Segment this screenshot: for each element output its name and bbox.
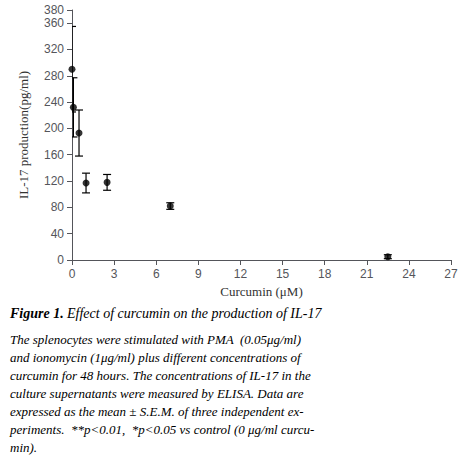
svg-text:6: 6: [153, 267, 160, 281]
svg-text:120: 120: [44, 174, 64, 188]
svg-text:curcumin for 48 hours. The con: curcumin for 48 hours. The concentration…: [10, 368, 311, 383]
svg-text:3: 3: [111, 267, 118, 281]
svg-text:80: 80: [51, 200, 65, 214]
svg-text:40: 40: [51, 227, 65, 241]
svg-text:160: 160: [44, 148, 64, 162]
svg-text:Curcumin (μM): Curcumin (μM): [220, 284, 302, 299]
svg-text:0: 0: [57, 253, 64, 267]
svg-text:0: 0: [69, 267, 76, 281]
svg-text:15: 15: [276, 267, 290, 281]
svg-text:240: 240: [44, 95, 64, 109]
svg-text:Figure 1.: Figure 1.: [9, 306, 64, 321]
svg-text:IL-17 production(pg/ml): IL-17 production(pg/ml): [16, 71, 31, 199]
svg-text:12: 12: [234, 267, 248, 281]
svg-text:24: 24: [402, 267, 416, 281]
svg-text:200: 200: [44, 121, 64, 135]
svg-text:Effect of curcumin on the prod: Effect of curcumin on the production of …: [66, 306, 322, 321]
svg-text:360: 360: [44, 16, 64, 30]
svg-text:21: 21: [360, 267, 374, 281]
svg-text:min).: min).: [10, 440, 37, 455]
svg-text:320: 320: [44, 42, 64, 56]
svg-text:280: 280: [44, 69, 64, 83]
svg-text:The splenocytes were stimulate: The splenocytes were stimulated with PMA…: [10, 332, 301, 347]
svg-text:periments. **p<0.01, *p<0.05: periments. **p<0.01, *p<0.05 vs control …: [9, 422, 314, 437]
svg-text:and ionomycin (1μg/ml) plus di: and ionomycin (1μg/ml) plus different co…: [10, 350, 303, 365]
svg-text:9: 9: [195, 267, 202, 281]
svg-text:culture supernatants were meas: culture supernatants were measured by EL…: [10, 386, 304, 401]
svg-text:27: 27: [444, 267, 458, 281]
svg-text:18: 18: [318, 267, 332, 281]
svg-text:expressed as the mean ± S.E.M.: expressed as the mean ± S.E.M. of three …: [10, 404, 304, 419]
svg-text:380: 380: [44, 3, 64, 17]
